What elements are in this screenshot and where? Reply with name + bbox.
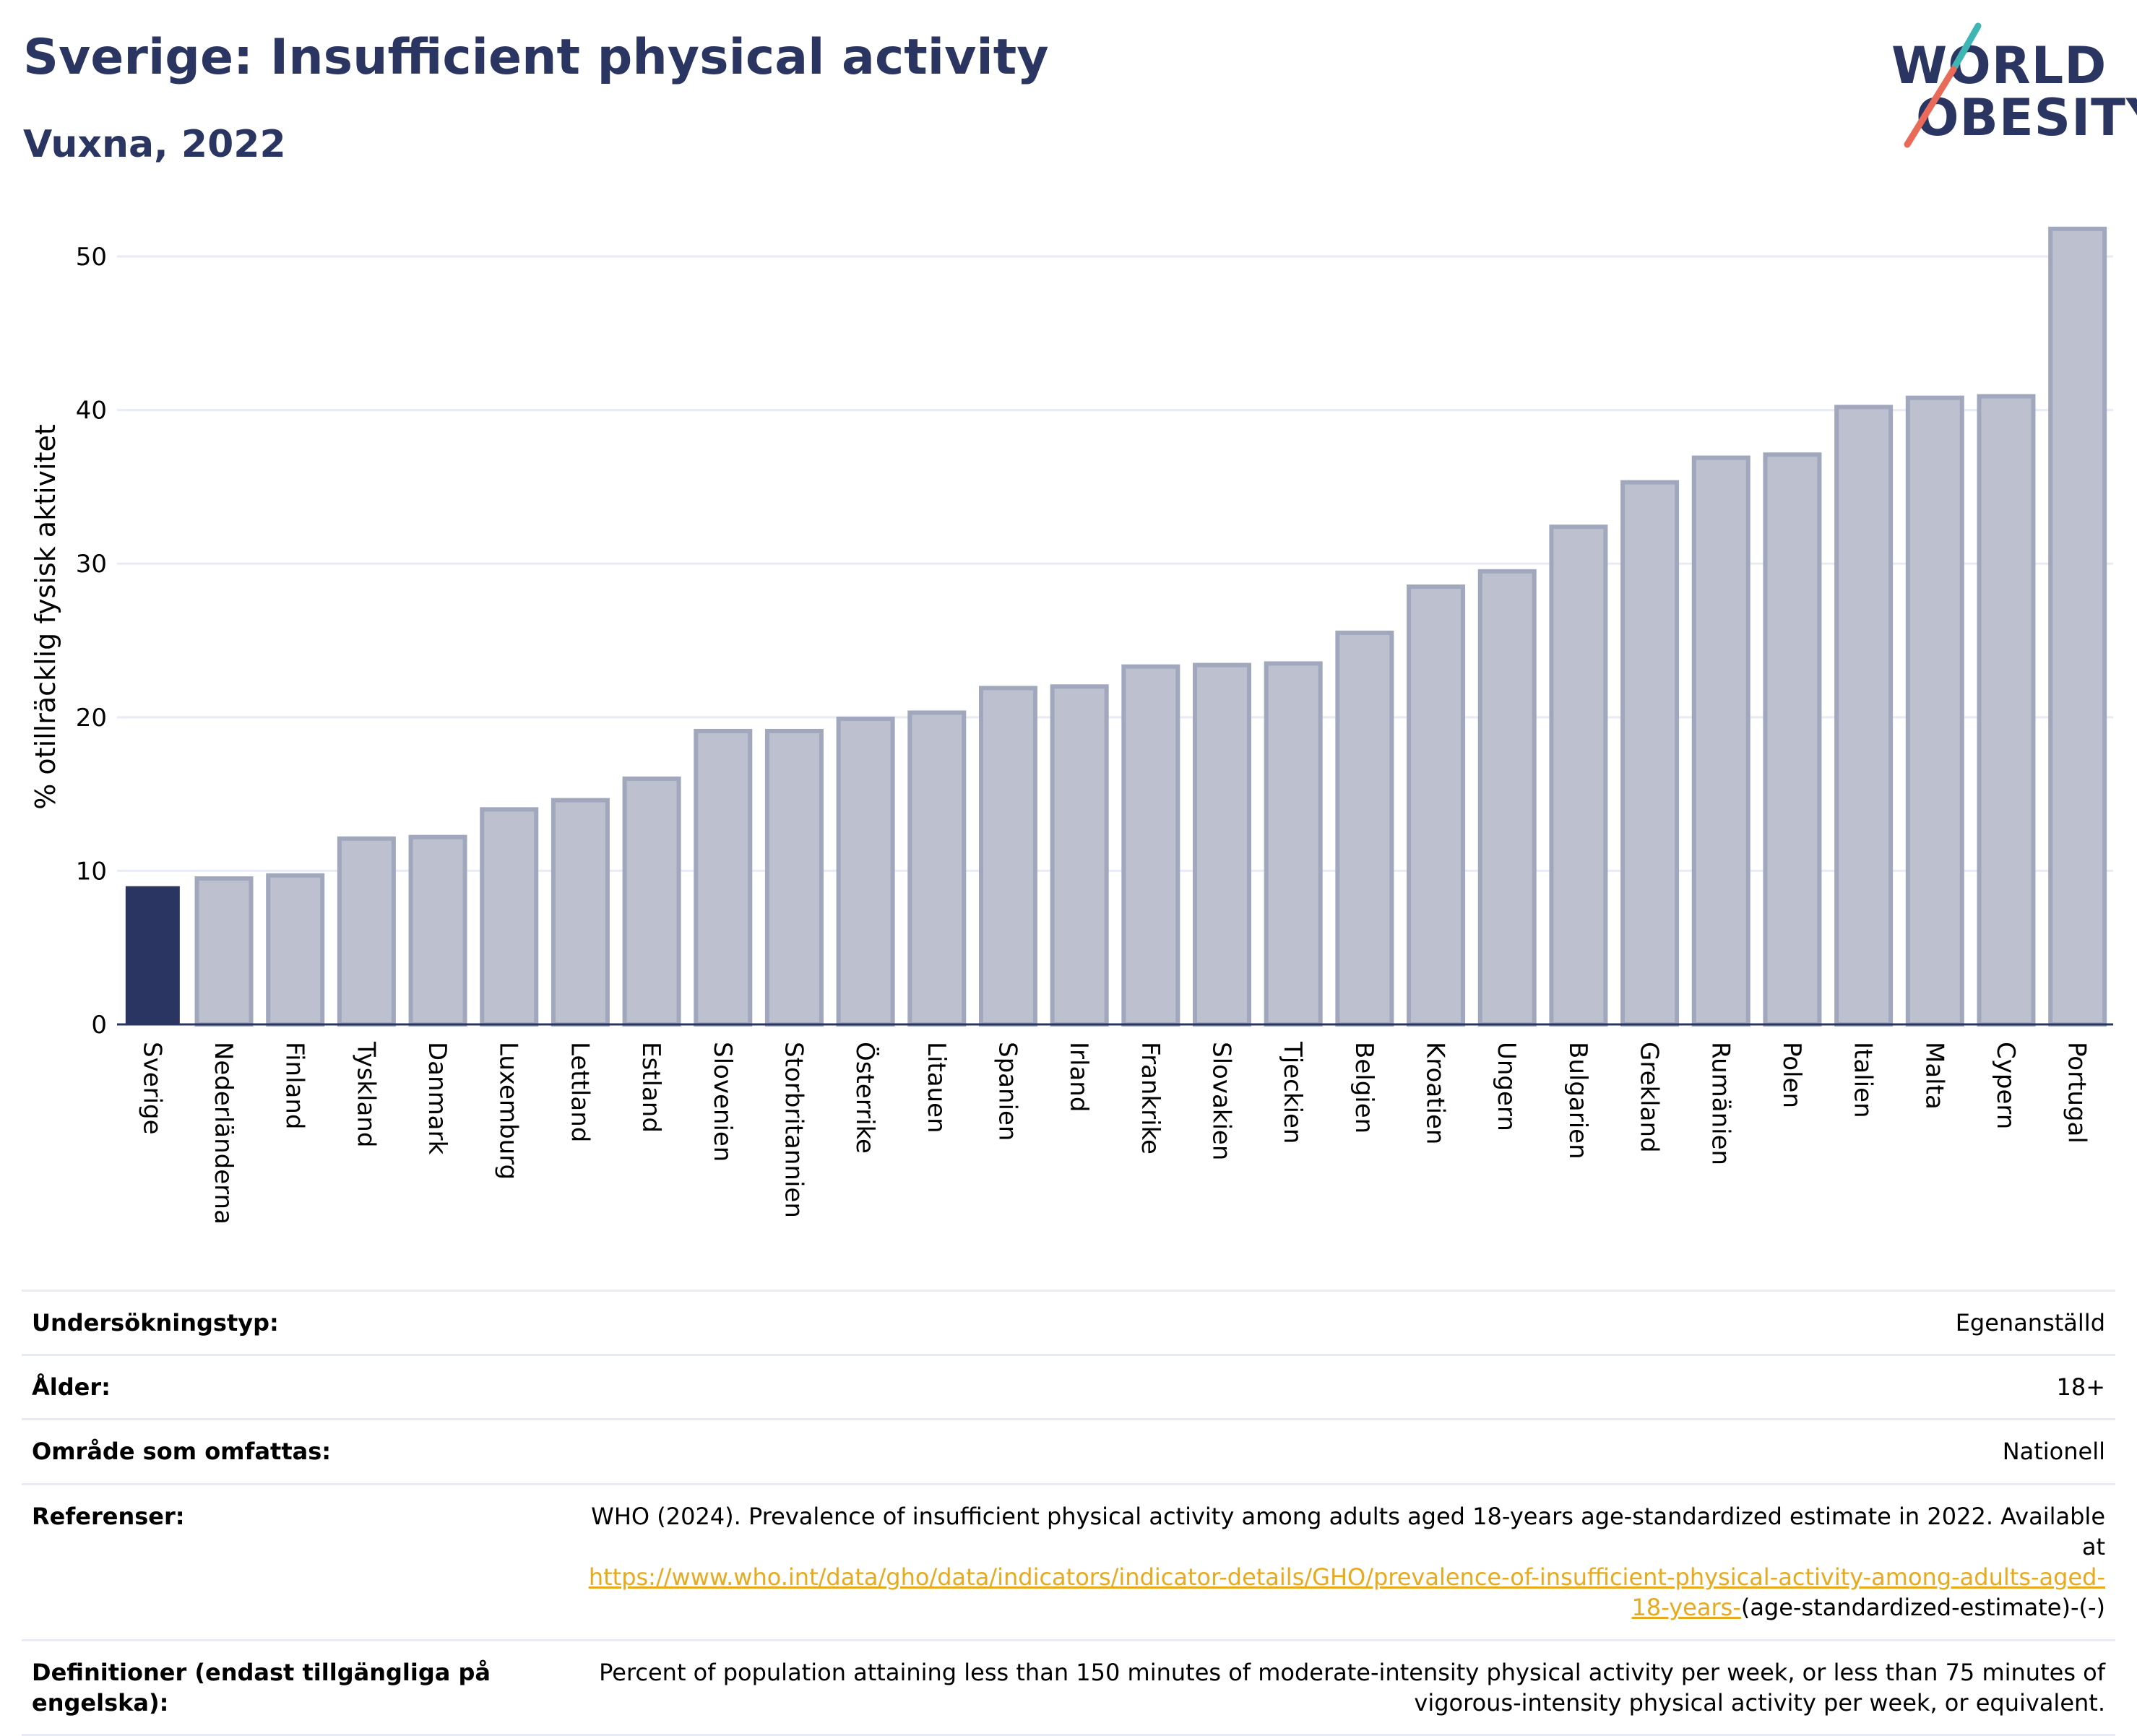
x-tick-label: Belgien [1350, 1042, 1378, 1133]
bar [1834, 405, 1894, 1027]
bar [1691, 455, 1750, 1027]
x-tick-label: Estland [636, 1042, 665, 1133]
info-value: Percent of population attaining less tha… [562, 1638, 2115, 1736]
x-tick-label: Cypern [1991, 1042, 2020, 1129]
references-value: WHO (2024). Prevalence of insufficient p… [562, 1482, 2115, 1641]
info-label: Undersökningstyp: [22, 1289, 562, 1357]
bar [978, 686, 1037, 1027]
info-label: Referenser: [22, 1482, 562, 1641]
y-tick-label: 20 [76, 704, 107, 733]
x-tick-label: Slovakien [1207, 1042, 1236, 1160]
x-tick-label: Grekland [1635, 1042, 1664, 1153]
logo-slash-icon [1904, 22, 1982, 148]
info-value: Nationell [562, 1418, 2115, 1485]
y-tick-label: 10 [76, 857, 107, 886]
bar [551, 798, 610, 1027]
bar [1549, 524, 1608, 1027]
info-label: Ålder: [22, 1354, 562, 1421]
x-tick-label: Portugal [2063, 1042, 2091, 1144]
bar [1620, 480, 1680, 1027]
info-value: 18+ [562, 1354, 2115, 1421]
info-row-age: Ålder: 18+ [22, 1354, 2115, 1421]
x-tick-label: Luxemburg [494, 1042, 523, 1180]
bar [1264, 661, 1323, 1027]
info-label: Område som omfattas: [22, 1418, 562, 1485]
bar [622, 776, 681, 1027]
info-value: Egenanställd [562, 1289, 2115, 1357]
y-tick-label: 50 [76, 243, 107, 272]
bar-highlight [125, 886, 180, 1024]
x-tick-label: Italien [1849, 1042, 1878, 1118]
references-suffix: (age-standardized-estimate)-(-) [1740, 1594, 2105, 1622]
world-obesity-logo: WORLD OBESITY [1878, 20, 2137, 150]
bar [1193, 662, 1252, 1027]
x-tick-label: Österrike [850, 1042, 880, 1154]
x-tick-label: Spanien [993, 1042, 1022, 1141]
bar [1763, 452, 1822, 1027]
bar [907, 710, 967, 1027]
bar [694, 728, 753, 1027]
x-tick-label: Kroatien [1421, 1042, 1450, 1144]
bar [836, 716, 895, 1027]
logo-line-1: WORLD [1891, 36, 2107, 95]
info-table: Undersökningstyp: Egenanställd Ålder: 18… [22, 1289, 2115, 1736]
bar-chart: 0 10 20 30 40 50 % otillräcklig fysisk aktivit… [30, 226, 2113, 1225]
chart-title: Sverige: Insufficient physical activity [23, 29, 1049, 86]
bar [1977, 394, 2036, 1027]
bar [480, 807, 539, 1027]
x-tick-label: Lettland [565, 1042, 594, 1142]
y-tick-label: 30 [76, 550, 107, 579]
info-row-definitions: Definitioner (endast tillgängliga på eng… [22, 1638, 2115, 1736]
info-row-survey-type: Undersökningstyp: Egenanställd [22, 1289, 2115, 1357]
bar [2048, 226, 2107, 1027]
info-row-coverage: Område som omfattas: Nationell [22, 1418, 2115, 1485]
bar [764, 728, 824, 1027]
x-tick-label: Slovenien [708, 1042, 737, 1162]
x-tick-label: Frankrike [1136, 1042, 1165, 1154]
bar [408, 834, 467, 1027]
logo-line-2: OBESITY [1916, 88, 2137, 147]
x-tick-label: Ungern [1492, 1042, 1521, 1131]
bar [337, 836, 396, 1027]
x-tick-label: Danmark [423, 1042, 452, 1154]
x-tick-label: Storbritannien [779, 1042, 808, 1218]
x-tick-label: Irland [1064, 1042, 1093, 1112]
bar [1407, 584, 1466, 1027]
bar [1050, 684, 1109, 1027]
x-tick-label: Sverige [137, 1042, 166, 1135]
y-tick-label: 0 [91, 1011, 107, 1040]
x-tick-label: Finland [280, 1042, 309, 1130]
y-tick-label: 40 [76, 397, 107, 426]
info-row-references: Referenser: WHO (2024). Prevalence of in… [22, 1482, 2115, 1641]
bar [1477, 569, 1537, 1027]
x-tick-label: Litauen [922, 1042, 951, 1133]
x-tick-label: Polen [1777, 1042, 1806, 1108]
x-tick-label: Malta [1920, 1042, 1948, 1110]
bar [1335, 630, 1394, 1027]
x-tick-label: Rumänien [1706, 1042, 1735, 1165]
reference-link[interactable]: https://www.who.int/data/gho/data/indica… [588, 1563, 2105, 1622]
bar [266, 873, 325, 1027]
references-text: WHO (2024). Prevalence of insufficient p… [591, 1502, 2105, 1560]
y-axis-label: % otillräcklig fysisk aktivitet [30, 424, 61, 810]
chart-subtitle: Vuxna, 2022 [23, 123, 286, 166]
bar [194, 876, 254, 1027]
info-label: Definitioner (endast tillgängliga på eng… [22, 1638, 562, 1736]
x-tick-label: Tyskland [351, 1041, 380, 1147]
bar [1121, 664, 1180, 1027]
x-tick-label: Nederländerna [209, 1042, 238, 1225]
x-tick-label: Tjeckien [1278, 1041, 1307, 1144]
bar [1905, 395, 1964, 1027]
x-tick-label: Bulgarien [1563, 1042, 1592, 1160]
